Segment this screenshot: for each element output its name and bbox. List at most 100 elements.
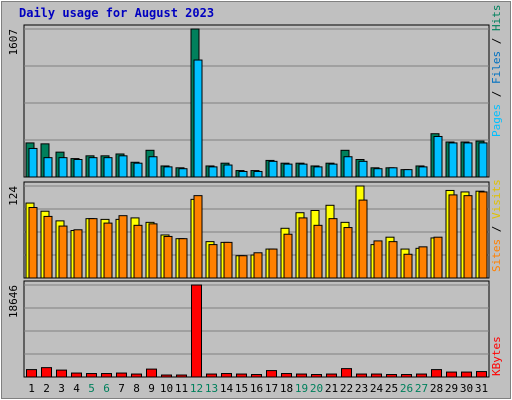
- x-axis-labels: 1 2 3 4 5 6 7 8 9 10 11 12 13 14 15 16 17 18 19 20 21 22 23 24 2…: [28, 382, 488, 395]
- bar-files-day-30: [463, 142, 473, 178]
- x-tick-label: 31: [475, 382, 488, 395]
- legend-hits: Hits: [490, 5, 503, 32]
- legend-files: Files: [490, 51, 503, 84]
- bar-sites-day-5: [88, 218, 98, 279]
- bar-sites-day-15: [238, 255, 248, 279]
- bar-files-day-5: [88, 157, 98, 178]
- legend1-text: Pages / Files / Hits: [490, 5, 503, 138]
- bar-sites-day-24: [373, 240, 383, 279]
- bar-files-day-22: [343, 156, 353, 178]
- x-tick-label: 19: [295, 382, 308, 395]
- yaxis-max-hits: 1607: [7, 29, 20, 56]
- x-tick-label: 20: [310, 382, 323, 395]
- x-tick-label: 10: [160, 382, 173, 395]
- legend-sites-visits: Sites / Visits: [490, 179, 503, 272]
- bar-files-day-29: [448, 142, 458, 178]
- bar-kbytes-day-23: [356, 373, 367, 378]
- bar-kbytes-day-17: [266, 370, 277, 378]
- bar-sites-day-26: [403, 253, 413, 279]
- x-tick-label: 8: [133, 382, 140, 395]
- legend-visits: Visits: [490, 179, 503, 219]
- bar-kbytes-day-22: [341, 368, 352, 378]
- bar-sites-day-18: [283, 233, 293, 279]
- bar-kbytes-day-28: [431, 369, 442, 378]
- bar-files-day-17: [268, 160, 278, 178]
- x-tick-label: 16: [250, 382, 263, 395]
- bar-sites-day-6: [103, 222, 113, 279]
- panel-visits-sites: 124: [7, 181, 490, 279]
- bar-files-day-7: [118, 155, 128, 178]
- x-tick-label: 28: [430, 382, 443, 395]
- bar-sites-day-13: [208, 244, 218, 279]
- bar-kbytes-day-27: [416, 373, 427, 378]
- bar-sites-day-29: [448, 194, 458, 279]
- x-tick-label: 22: [340, 382, 353, 395]
- legend-sep: /: [490, 31, 503, 51]
- bar-files-day-2: [43, 157, 53, 178]
- legend-kbytes: KBytes: [490, 336, 503, 376]
- x-tick-label: 15: [235, 382, 248, 395]
- bar-sites-day-2: [43, 215, 53, 279]
- x-tick-label: 27: [415, 382, 428, 395]
- bar-files-day-6: [103, 157, 113, 178]
- x-tick-label: 1: [28, 382, 35, 395]
- bar-files-day-19: [298, 163, 308, 178]
- bar-files-day-11: [178, 168, 188, 178]
- bar-sites-day-20: [313, 224, 323, 279]
- bar-files-day-9: [148, 156, 158, 178]
- bar-kbytes-day-25: [386, 374, 397, 378]
- bar-files-day-16: [253, 170, 263, 178]
- bar-files-day-8: [133, 162, 143, 178]
- bar-sites-day-12: [193, 195, 203, 279]
- bar-files-day-23: [358, 160, 368, 178]
- bar-kbytes-day-18: [281, 373, 292, 378]
- bar-kbytes-day-29: [446, 371, 457, 378]
- x-tick-label: 30: [460, 382, 473, 395]
- bar-kbytes-day-3: [56, 369, 67, 378]
- yaxis-max-kbytes: 18646: [7, 285, 20, 318]
- legend-hits-files-pages: Pages / Files / Hits: [490, 5, 503, 138]
- x-tick-label: 12: [190, 382, 203, 395]
- bar-files-day-10: [163, 166, 173, 178]
- x-tick-label: 29: [445, 382, 458, 395]
- bar-sites-day-27: [418, 246, 428, 279]
- bar-sites-day-22: [343, 227, 353, 279]
- yaxis-max-visits: 124: [7, 186, 20, 206]
- bar-sites-day-7: [118, 215, 128, 279]
- x-tick-label: 14: [220, 382, 234, 395]
- x-tick-label: 23: [355, 382, 368, 395]
- bar-files-day-18: [283, 163, 293, 178]
- legend-pages: Pages: [490, 104, 503, 137]
- bar-files-day-3: [58, 157, 68, 178]
- bar-sites-day-19: [298, 217, 308, 279]
- bar-sites-day-10: [163, 235, 173, 279]
- bar-kbytes-day-31: [476, 371, 487, 378]
- x-tick-label: 3: [58, 382, 65, 395]
- bar-kbytes-day-7: [116, 372, 127, 378]
- chart-title: Daily usage for August 2023: [19, 6, 214, 20]
- bar-files-day-24: [373, 168, 383, 178]
- x-tick-label: 17: [265, 382, 278, 395]
- bar-files-day-1: [28, 147, 38, 178]
- bar-kbytes-day-16: [251, 374, 262, 378]
- bar-files-day-26: [403, 169, 413, 178]
- x-tick-label: 5: [88, 382, 95, 395]
- x-tick-label: 6: [103, 382, 110, 395]
- x-tick-label: 18: [280, 382, 293, 395]
- panel-frame: [23, 280, 490, 378]
- bar-kbytes-day-15: [236, 373, 247, 378]
- legend-sites: Sites: [490, 239, 503, 272]
- bar-files-day-27: [418, 166, 428, 178]
- x-tick-label: 21: [325, 382, 338, 395]
- bar-kbytes-day-21: [326, 373, 337, 378]
- x-tick-label: 25: [385, 382, 398, 395]
- bar-kbytes-day-9: [146, 368, 157, 378]
- x-tick-label: 9: [148, 382, 155, 395]
- bar-files-day-21: [328, 163, 338, 178]
- bar-files-day-20: [313, 166, 323, 178]
- bar-kbytes-day-13: [206, 373, 217, 378]
- bar-files-day-12: [193, 59, 203, 178]
- panel-kbytes: 18646: [7, 280, 490, 378]
